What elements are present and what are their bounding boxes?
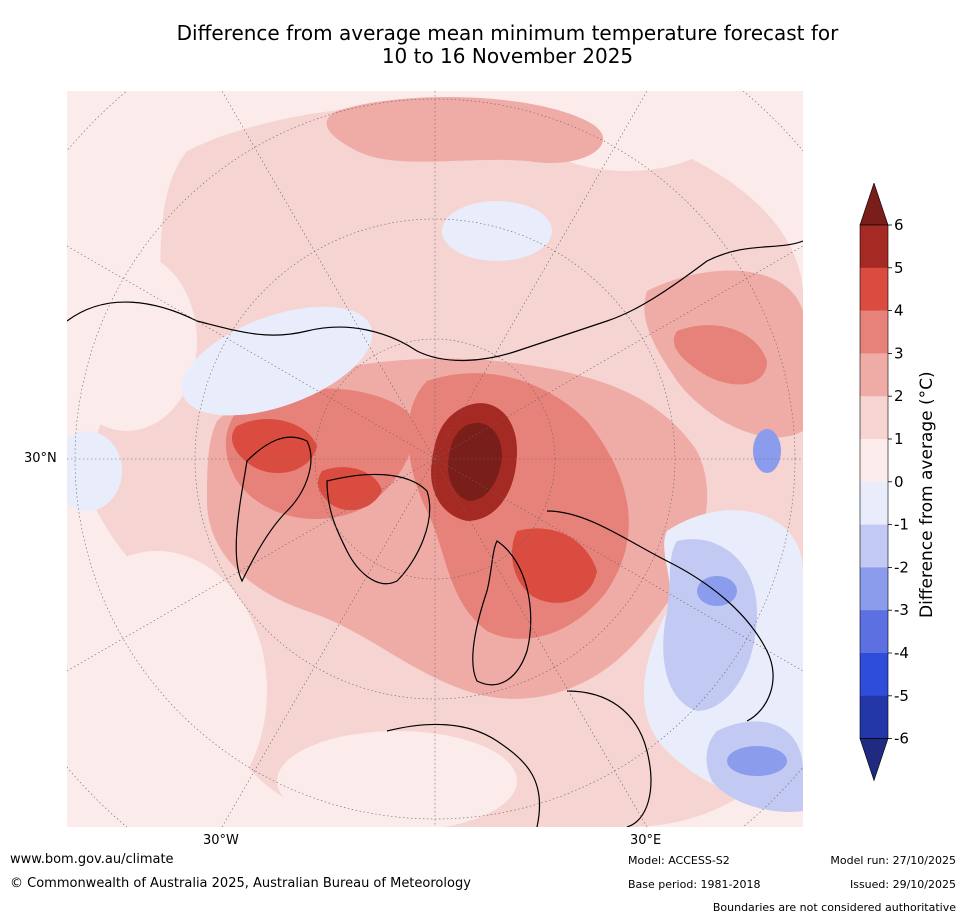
colorbar-segment xyxy=(860,695,888,739)
website-link[interactable]: www.bom.gov.au/climate xyxy=(10,852,174,867)
colorbar-tick-label: 5 xyxy=(894,259,904,277)
title-line-2: 10 to 16 November 2025 xyxy=(381,44,634,68)
issued-date: Issued: 29/10/2025 xyxy=(849,878,956,891)
colorbar-extend-max xyxy=(859,182,889,226)
colorbar-segment xyxy=(860,524,888,568)
colorbar-extend-min xyxy=(859,738,889,782)
colorbar-tick-label: 1 xyxy=(894,430,904,448)
title-line-1: Difference from average mean minimum tem… xyxy=(176,21,839,45)
colorbar-tick-label: 4 xyxy=(894,302,904,320)
colorbar-segment xyxy=(860,267,888,311)
colorbar-tick-label: 6 xyxy=(894,216,904,234)
colorbar-segment xyxy=(860,439,888,483)
colorbar-tick-label: -1 xyxy=(894,516,909,534)
anomaly-band-4-5 xyxy=(232,418,597,603)
model-run-date: Model run: 27/10/2025 xyxy=(830,854,956,867)
anomaly-band-negative xyxy=(67,201,803,812)
coastlines xyxy=(67,240,803,827)
colorbar-tick-label: -6 xyxy=(894,730,909,748)
anomaly-band-0-1-pockets xyxy=(67,91,717,827)
colorbar-segment xyxy=(860,310,888,354)
colorbar-tick-label: -2 xyxy=(894,558,909,576)
model-name: Model: ACCESS-S2 xyxy=(628,854,730,867)
colorbar: 6 5 4 3 2 1 0 -1 -2 -3 -4 -5 -6 xyxy=(858,182,928,787)
boundaries-note: Boundaries are not considered authoritat… xyxy=(712,901,956,914)
colorbar-segment xyxy=(860,353,888,397)
colorbar-segment xyxy=(860,610,888,654)
colorbar-segment xyxy=(860,396,888,440)
longitude-label-30w: 30°W xyxy=(203,833,239,848)
colorbar-segment xyxy=(860,653,888,697)
graticule xyxy=(67,91,803,827)
colorbar-tick-label: 3 xyxy=(894,344,904,362)
copyright-notice: © Commonwealth of Australia 2025, Austra… xyxy=(10,876,471,891)
longitude-label-30e: 30°E xyxy=(630,833,662,848)
colorbar-segment xyxy=(860,567,888,611)
anomaly-map xyxy=(67,91,803,827)
colorbar-tick-label: -5 xyxy=(894,687,909,705)
chart-title: Difference from average mean minimum tem… xyxy=(60,22,955,68)
colorbar-segment xyxy=(860,481,888,525)
base-period: Base period: 1981-2018 xyxy=(628,878,761,891)
colorbar-segment xyxy=(860,225,888,269)
colorbar-tick-label: 0 xyxy=(894,473,904,491)
latitude-label-30n: 30°N xyxy=(24,451,57,466)
colorbar-title: Difference from average (°C) xyxy=(917,371,937,618)
colorbar-tick-label: 2 xyxy=(894,387,904,405)
colorbar-tick-label: -4 xyxy=(894,644,909,662)
colorbar-tick-label: -3 xyxy=(894,601,909,619)
